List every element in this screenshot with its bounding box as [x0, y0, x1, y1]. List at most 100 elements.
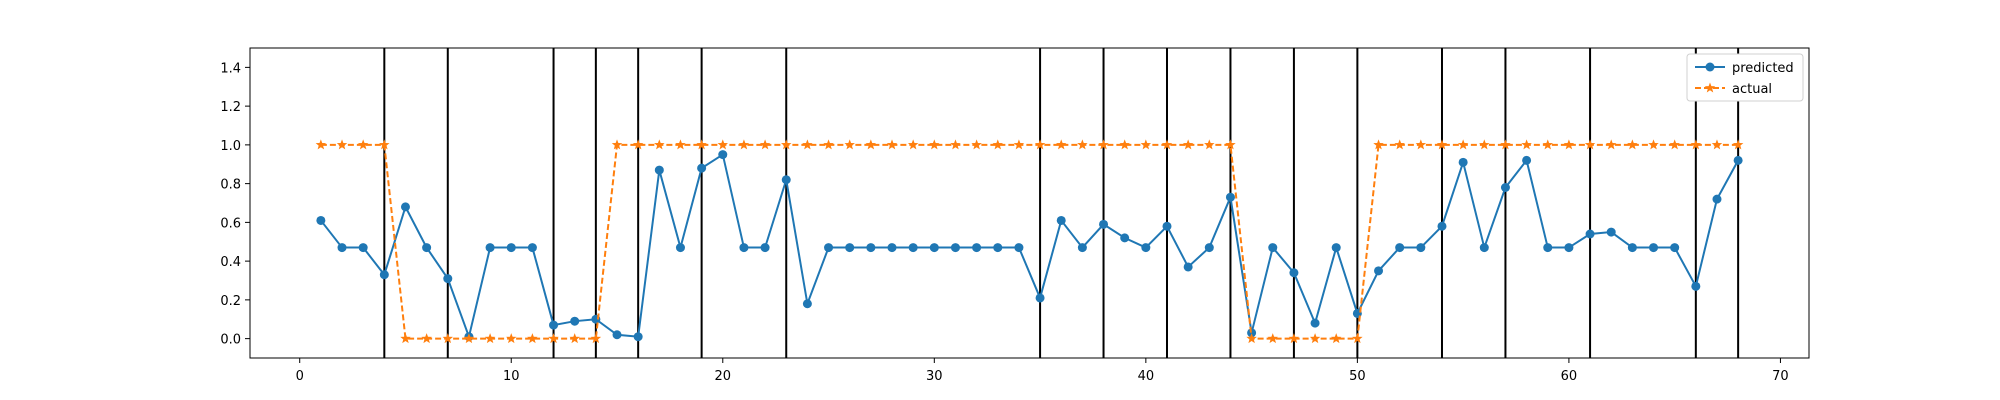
x-tick-label: 30: [926, 369, 943, 384]
y-tick-label: 1.4: [220, 61, 241, 76]
data-point: [1014, 243, 1024, 253]
data-point: [443, 274, 453, 284]
data-point: [612, 330, 622, 340]
series-layer: [315, 139, 1744, 344]
x-tick-label: 50: [1349, 369, 1366, 384]
data-point: [992, 139, 1003, 150]
data-point: [1649, 243, 1659, 253]
data-point: [1204, 139, 1215, 150]
data-point: [844, 139, 855, 150]
series-predicted: [316, 150, 1743, 342]
data-point: [1267, 333, 1278, 344]
data-point: [463, 333, 475, 344]
data-point: [570, 316, 580, 326]
data-point: [1077, 243, 1087, 253]
legend-box: [1686, 53, 1804, 102]
plot-frame: [249, 47, 1810, 359]
data-point: [358, 243, 368, 253]
legend-marker-predicted: [1705, 62, 1715, 72]
data-point: [379, 270, 389, 280]
data-point: [1056, 215, 1066, 225]
data-point: [1395, 243, 1405, 253]
data-point: [1500, 183, 1510, 192]
data-point: [802, 139, 813, 150]
data-point: [1141, 243, 1151, 253]
data-point: [1373, 139, 1384, 150]
y-tick-label: 0.8: [220, 178, 241, 193]
data-point: [1563, 139, 1575, 150]
data-point: [484, 333, 496, 344]
data-point: [866, 243, 876, 253]
data-point: [717, 139, 729, 150]
data-point: [1732, 139, 1744, 150]
data-point: [760, 243, 770, 253]
data-point: [1584, 139, 1596, 150]
data-point: [950, 243, 960, 253]
data-point: [1034, 139, 1046, 150]
data-point: [1437, 221, 1447, 231]
data-point: [611, 139, 623, 150]
data-point: [972, 243, 982, 253]
data-point: [336, 139, 348, 150]
data-point: [1606, 227, 1616, 237]
data-point: [400, 333, 411, 344]
x-tick-label: 10: [503, 369, 520, 384]
data-point: [569, 333, 580, 344]
data-point: [506, 243, 516, 253]
data-point: [1288, 333, 1300, 344]
data-point: [865, 139, 877, 150]
data-point: [759, 139, 771, 150]
data-point: [1670, 243, 1680, 253]
data-point: [379, 139, 390, 150]
data-point: [1140, 139, 1152, 150]
data-point: [1183, 262, 1193, 272]
data-point: [1436, 139, 1448, 150]
data-point: [886, 139, 898, 150]
data-point: [1077, 139, 1088, 150]
data-point: [993, 243, 1003, 253]
data-point: [1457, 139, 1469, 150]
y-tick-label: 0.6: [220, 216, 241, 231]
data-point: [1585, 229, 1595, 239]
data-point: [1289, 268, 1299, 278]
x-tick-label: 60: [1561, 369, 1578, 384]
data-point: [950, 139, 961, 150]
data-point: [1161, 139, 1173, 150]
x-tick-label: 20: [715, 369, 732, 384]
data-point: [1246, 333, 1257, 344]
y-tick-label: 0.4: [220, 255, 241, 270]
legend: predicted actual: [1686, 53, 1804, 102]
data-point: [1035, 293, 1045, 303]
data-point: [907, 139, 919, 150]
data-point: [1416, 243, 1426, 253]
x-tick-label: 70: [1772, 369, 1789, 384]
y-tick-label: 0.2: [220, 294, 241, 309]
data-point: [1204, 243, 1214, 253]
data-point: [1543, 243, 1553, 253]
data-point: [1522, 155, 1532, 165]
data-point: [824, 243, 834, 253]
data-point: [1330, 333, 1342, 344]
data-point: [633, 332, 643, 342]
data-point: [1374, 266, 1384, 276]
data-point: [1225, 139, 1236, 150]
data-point: [1182, 139, 1194, 150]
data-point: [1648, 139, 1659, 150]
x-tick-label: 0: [296, 369, 304, 384]
data-point: [1056, 139, 1067, 150]
data-point: [315, 139, 327, 150]
series-line-actual: [320, 143, 1739, 340]
data-point: [1627, 243, 1637, 253]
data-point: [549, 320, 559, 330]
data-point: [527, 333, 538, 344]
series-actual: [315, 139, 1744, 344]
data-point: [1415, 139, 1427, 150]
data-point: [887, 243, 897, 253]
x-axis: 0 10 20 30 40 50 60 70: [296, 358, 1789, 384]
data-point: [718, 150, 728, 160]
data-point: [1500, 139, 1511, 150]
data-point: [1120, 233, 1130, 243]
data-point: [506, 333, 517, 344]
